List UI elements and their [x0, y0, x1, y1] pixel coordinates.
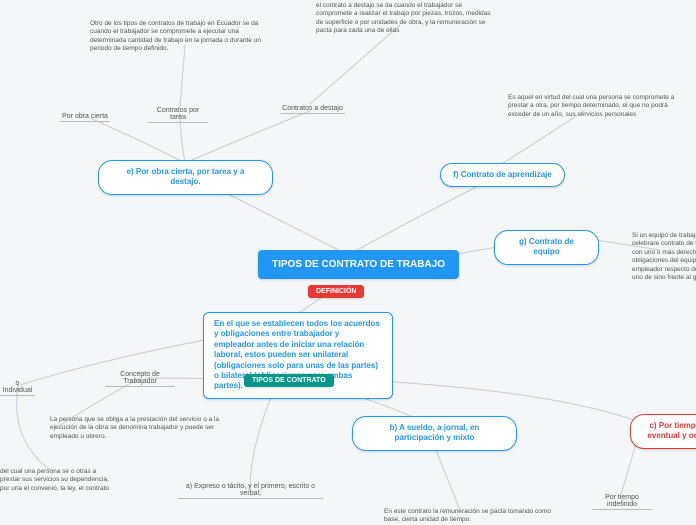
label-por-tarea: Contratos por tarea — [148, 107, 208, 123]
label-expreso: a) Expreso o tácito, y el primero, escri… — [178, 483, 323, 499]
note-tarea: Otro de los tipos de contratos de trabaj… — [90, 20, 270, 54]
note-equipo: Si un equipo de trabajadores celebrare c… — [632, 232, 696, 283]
topic-b[interactable]: b) A sueldo, a jornal, en participación … — [352, 416, 517, 451]
label-indefinido: Por tiempo indefinido — [592, 494, 652, 510]
note-individual: del cual una persona se o otras a presta… — [0, 468, 110, 493]
topic-c[interactable]: c) Por tiempo eventual y oca — [630, 414, 696, 449]
topic-f[interactable]: f) Contrato de aprendizaje — [440, 163, 565, 187]
topic-g[interactable]: g) Contrato de equipo — [494, 230, 599, 265]
label-individual: o Individual — [0, 380, 35, 396]
label-obra-cierta: Por obra cierta — [60, 113, 110, 122]
tipos-tag: TIPOS DE CONTRATO — [244, 374, 334, 387]
main-title: TIPOS DE CONTRATO DE TRABAJO — [258, 250, 459, 279]
note-jornal: En este contrato la remuneración se pact… — [384, 508, 554, 525]
definition-tag: DEFINICIÓN — [308, 285, 364, 298]
label-concepto: Concepto de Trabajador — [105, 371, 175, 387]
note-trabajador: La persona que se obliga a la prestación… — [50, 416, 235, 441]
topic-e[interactable]: e) Por obra cierta, por tarea y a destaj… — [98, 160, 273, 195]
note-aprendizaje: Es aquel en virtud del cual una persona … — [508, 94, 678, 119]
label-a-destajo: Contratos a destajo — [280, 105, 345, 114]
note-destajo: el contrato a destajo se da cuando el tr… — [316, 2, 496, 36]
